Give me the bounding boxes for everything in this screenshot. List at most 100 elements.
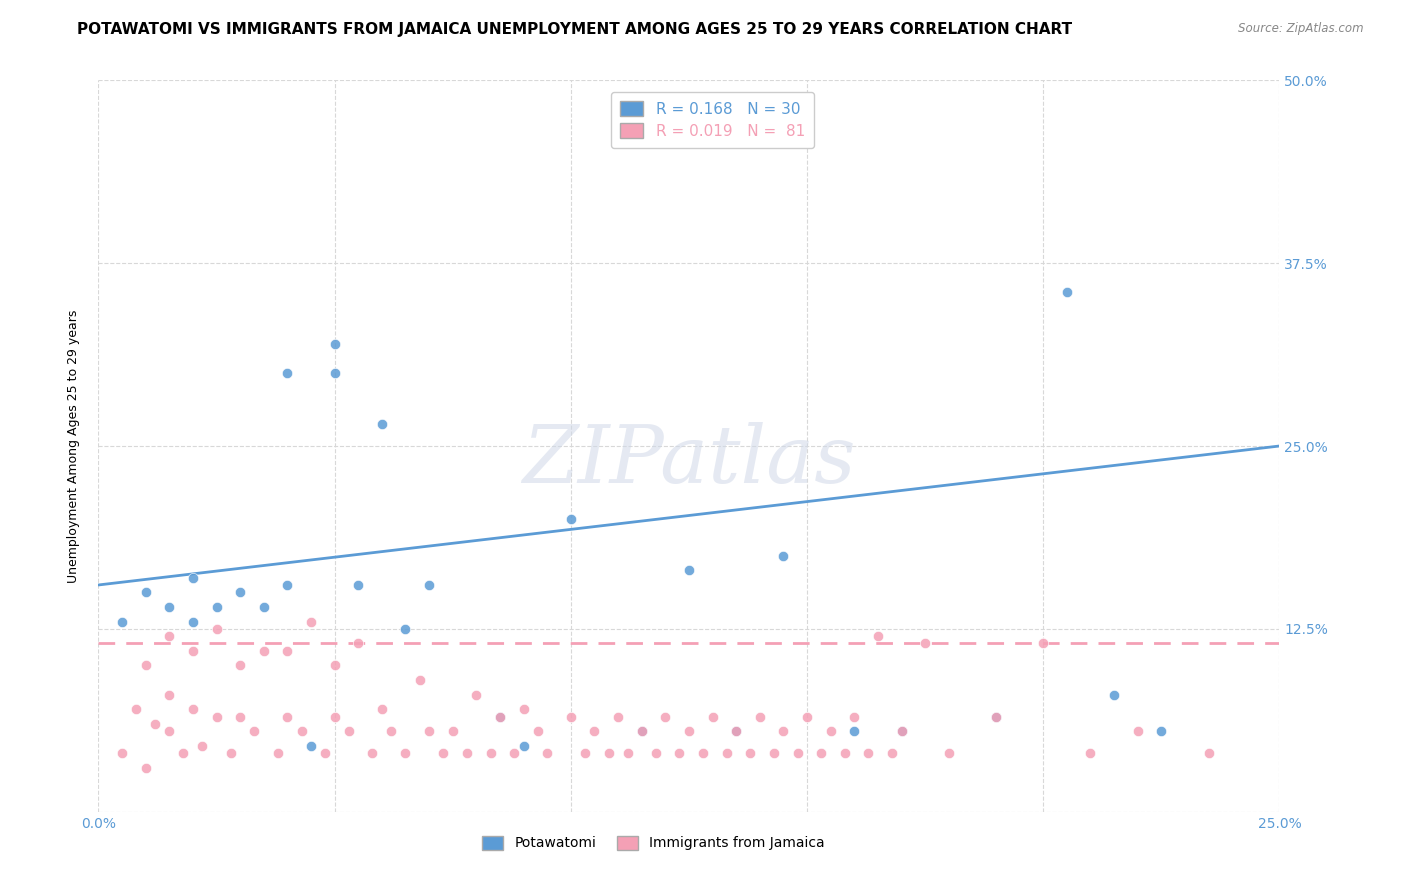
Point [432,746,454,760]
Point [616,746,638,760]
Point [834,746,856,760]
Point [512,702,534,716]
Point [725,724,748,739]
Point [267,746,290,760]
Point [408,673,430,687]
Point [229,709,252,723]
Point [536,746,558,760]
Point [880,746,903,760]
Point [323,366,346,380]
Point [984,709,1007,723]
Point [678,563,700,577]
Point [157,629,180,643]
Point [290,724,312,739]
Point [111,746,134,760]
Legend: Potawatomi, Immigrants from Jamaica: Potawatomi, Immigrants from Jamaica [477,830,830,856]
Point [772,549,794,563]
Point [890,724,912,739]
Point [748,709,770,723]
Point [253,599,276,614]
Point [276,709,298,723]
Point [135,658,157,673]
Point [1080,746,1102,760]
Point [984,709,1007,723]
Point [205,622,228,636]
Point [725,724,748,739]
Point [526,724,548,739]
Point [489,709,512,723]
Point [229,585,252,599]
Point [172,746,194,760]
Text: Source: ZipAtlas.com: Source: ZipAtlas.com [1239,22,1364,36]
Point [229,658,252,673]
Point [337,724,360,739]
Point [740,746,762,760]
Point [441,724,464,739]
Point [157,688,180,702]
Point [820,724,842,739]
Point [1126,724,1149,739]
Point [560,512,582,526]
Point [181,702,204,716]
Point [299,739,322,753]
Point [380,724,402,739]
Point [560,709,582,723]
Point [276,366,298,380]
Point [465,688,488,702]
Point [858,746,880,760]
Point [654,709,676,723]
Point [143,717,166,731]
Point [762,746,785,760]
Point [181,571,204,585]
Point [394,622,416,636]
Point [347,636,370,650]
Point [219,746,242,760]
Point [716,746,738,760]
Point [276,644,298,658]
Point [125,702,148,716]
Point [844,709,866,723]
Point [157,599,180,614]
Point [574,746,596,760]
Point [371,702,394,716]
Point [1198,746,1220,760]
Y-axis label: Unemployment Among Ages 25 to 29 years: Unemployment Among Ages 25 to 29 years [66,310,80,582]
Point [890,724,912,739]
Point [479,746,502,760]
Point [1032,636,1054,650]
Point [456,746,478,760]
Point [772,724,794,739]
Point [1102,688,1125,702]
Point [394,746,416,760]
Point [418,724,440,739]
Point [866,629,889,643]
Point [938,746,960,760]
Point [692,746,714,760]
Point [111,615,134,629]
Point [1056,285,1078,300]
Point [914,636,936,650]
Point [418,578,440,592]
Point [135,585,157,599]
Point [181,644,204,658]
Point [299,615,322,629]
Point [644,746,666,760]
Point [607,709,630,723]
Point [181,615,204,629]
Point [243,724,266,739]
Point [323,658,346,673]
Point [1150,724,1173,739]
Point [347,578,370,592]
Point [844,724,866,739]
Point [253,644,276,658]
Point [503,746,526,760]
Point [205,709,228,723]
Point [702,709,724,723]
Text: ZIPatlas: ZIPatlas [522,422,856,500]
Point [598,746,620,760]
Point [810,746,832,760]
Point [323,709,346,723]
Point [668,746,690,760]
Point [314,746,336,760]
Point [191,739,214,753]
